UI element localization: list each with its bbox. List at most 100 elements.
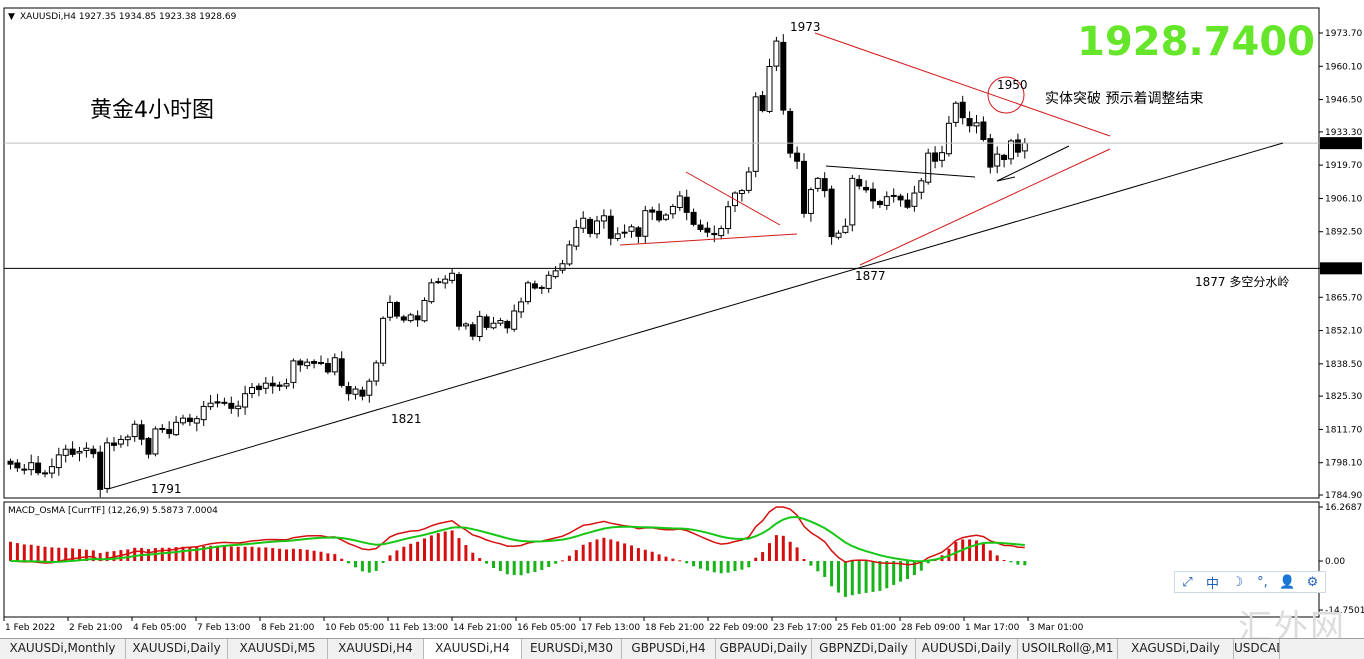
candle-bear (483, 316, 490, 328)
macd-bar (630, 545, 633, 562)
macd-bar (105, 551, 109, 562)
x-tick-label: 1 Mar 17:00 (965, 623, 1020, 633)
macd-bar (471, 552, 475, 562)
candle-bear (338, 358, 345, 386)
macd-tick-label: 0.00 (1325, 557, 1345, 567)
macd-tick-label: -14.7501 (1325, 606, 1364, 616)
macd-bar (236, 546, 240, 562)
macd-bar (533, 561, 537, 572)
candle-bull (173, 421, 180, 436)
candle-bull (380, 317, 387, 364)
tab-xauusdi-h4[interactable]: XAUUSDi,H4 (328, 639, 424, 659)
candle-bull (642, 210, 649, 237)
macd-bar (91, 550, 95, 562)
triangle-lower-line[interactable] (859, 148, 1111, 266)
tab-xauusdi-m5[interactable]: XAUUSDi,M5 (228, 639, 328, 659)
candle-bull (911, 192, 918, 207)
macd-bar (719, 561, 723, 574)
candle-bear (69, 448, 76, 455)
candle-bull (373, 362, 380, 382)
candle-bull (559, 263, 566, 271)
macd-bar (367, 561, 371, 573)
tab-usoilroll-m1[interactable]: USOILRoll@,M1 (1018, 639, 1118, 659)
candle-bear (111, 442, 117, 446)
macd-bar (340, 558, 344, 562)
macd-bar (29, 544, 33, 562)
macd-bar (595, 539, 599, 562)
small-triangle-lower[interactable] (996, 145, 1070, 182)
macd-bar (505, 561, 509, 575)
tab-xauusdi-h4[interactable]: XAUUSDi,H4 (424, 639, 522, 659)
candle-bull (131, 423, 138, 438)
tab-eurusdi-m30[interactable]: EURUSDi,M30 (522, 639, 622, 659)
macd-bar (360, 561, 364, 572)
candle-bear (42, 472, 48, 475)
macd-bar (423, 538, 426, 562)
candle-bull (331, 357, 338, 373)
long-uptrend-line[interactable] (107, 142, 1284, 490)
triangle-upper-line[interactable] (814, 32, 1111, 137)
label-1821: 1821 (391, 412, 422, 426)
punctuation-icon[interactable]: °, (1257, 574, 1268, 590)
macd-bar (1016, 561, 1020, 565)
macd-bar (781, 535, 785, 562)
macd-bar (726, 561, 730, 573)
flag-lower-line[interactable] (619, 233, 798, 246)
macd-bar (802, 559, 806, 562)
user-icon[interactable]: 👤 (1279, 574, 1296, 590)
candle-bull (180, 417, 186, 424)
flag-upper-line[interactable] (685, 171, 781, 226)
tab-xagusdi-daily[interactable]: XAGUSDi,Daily (1118, 639, 1234, 659)
macd-panel[interactable] (3, 501, 1320, 618)
candle-bull (124, 436, 131, 441)
candle-bear (876, 200, 883, 206)
candle-bull (421, 299, 428, 322)
settings-icon[interactable]: ⚙ (1306, 574, 1319, 590)
macd-bar (540, 561, 544, 570)
y-tick-label: 1960.10 (1325, 62, 1362, 72)
tab-usdcadi-i[interactable]: USDCADi,I (1234, 639, 1280, 659)
breakout-circle[interactable] (987, 76, 1025, 114)
chart-menu-arrow[interactable]: ▼ (8, 12, 15, 22)
tab-audusdi-daily[interactable]: AUDUSDi,Daily (916, 639, 1018, 659)
moon-icon[interactable]: ☽ (1231, 574, 1244, 590)
candle-bull (76, 450, 83, 454)
macd-bar (498, 561, 502, 571)
candle-bear (897, 195, 904, 201)
macd-bar (885, 561, 889, 589)
candle-bear (656, 210, 663, 221)
candle-bear (400, 316, 407, 321)
candle-bull (945, 122, 952, 155)
candle-bull (628, 226, 635, 232)
tab-gbpusdi-h4[interactable]: GBPUSDi,H4 (622, 639, 716, 659)
candle-bear (821, 178, 828, 192)
x-tick-label: 4 Feb 05:00 (133, 623, 187, 633)
macd-bar (36, 545, 40, 562)
macd-bar (9, 541, 12, 562)
macd-bar (98, 553, 102, 562)
candle-bull (152, 428, 159, 455)
tab-gbpaudi-daily[interactable]: GBPAUDi,Daily (716, 639, 812, 659)
tab-xauusdi-monthly[interactable]: XAUUSDi,Monthly (0, 639, 126, 659)
tab-xauusdi-daily[interactable]: XAUUSDi,Daily (126, 639, 228, 659)
price-panel[interactable] (3, 7, 1320, 499)
chart-area[interactable]: 1973.70 1960.10 1946.50 1933.30 1919.70 1906.… (0, 0, 1364, 638)
tab-gbpnzdi-daily[interactable]: GBPNZDi,Daily (812, 639, 916, 659)
macd-bar (436, 533, 440, 562)
language-icon[interactable]: 中 (1205, 576, 1219, 592)
macd-bar (968, 539, 972, 562)
expand-icon[interactable]: ⤢ (1182, 574, 1193, 590)
macd-bar (830, 561, 834, 587)
macd-bar (409, 543, 413, 562)
y-tick-label: 1811.70 (1325, 425, 1362, 435)
macd-bar (305, 549, 309, 562)
candle-bull (918, 180, 925, 193)
candle-bull (676, 195, 683, 209)
candle-bull (573, 227, 580, 247)
macd-bar (526, 561, 530, 574)
consolidation-line[interactable] (825, 165, 976, 178)
macd-bar (492, 561, 495, 568)
macd-bar (650, 551, 654, 562)
macd-bar (823, 561, 827, 577)
candle-bull (193, 418, 200, 424)
